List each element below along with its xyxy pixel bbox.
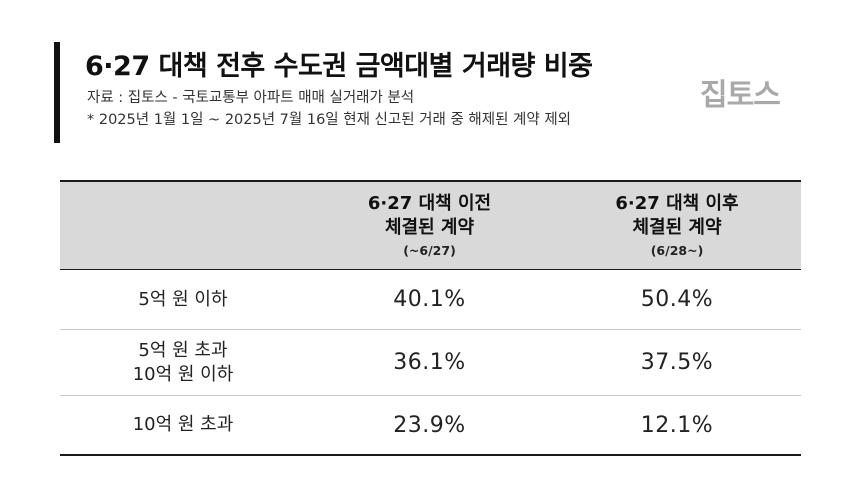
ratio-table: 6·27 대책 이전 체결된 계약 (~6/27) 6·27 대책 이후 체결된… — [60, 180, 801, 456]
table-row: 5억 원 초과 10억 원 이하 36.1% 37.5% — [60, 330, 801, 396]
row-label-line: 10억 원 이하 — [132, 363, 234, 385]
header-before-period: (~6/27) — [403, 242, 456, 258]
header-after-line2: 체결된 계약 — [632, 216, 722, 238]
row-label-line: 5억 원 이하 — [138, 288, 228, 310]
row-label: 10억 원 초과 — [60, 396, 306, 454]
table-header-row: 6·27 대책 이전 체결된 계약 (~6/27) 6·27 대책 이후 체결된… — [60, 180, 801, 270]
header-after-line1: 6·27 대책 이후 — [615, 192, 739, 214]
row-label: 5억 원 이하 — [60, 270, 306, 329]
value-before: 23.9% — [393, 412, 466, 438]
table-row: 5억 원 이하 40.1% 50.4% — [60, 270, 801, 330]
source-text: 자료 : 집토스 - 국토교통부 아파트 매매 실거래가 분석 — [87, 90, 415, 106]
value-before: 40.1% — [393, 287, 466, 312]
title-accent-bar — [54, 42, 60, 143]
header-before: 6·27 대책 이전 체결된 계약 (~6/27) — [306, 182, 553, 269]
row-label-line: 5억 원 초과 — [138, 339, 228, 361]
header-before-line2: 체결된 계약 — [384, 216, 475, 238]
logo: 집토스 — [700, 78, 781, 113]
value-after: 50.4% — [640, 287, 714, 312]
header-empty-cell — [60, 182, 306, 269]
header-after: 6·27 대책 이후 체결된 계약 (6/28~) — [553, 182, 801, 269]
row-label-line: 10억 원 초과 — [132, 414, 234, 435]
header-before-line1: 6·27 대책 이전 — [367, 192, 492, 214]
value-after: 12.1% — [640, 412, 714, 438]
row-label: 5억 원 초과 10억 원 이하 — [60, 330, 306, 395]
header-after-period: (6/28~) — [650, 242, 704, 258]
table-row: 10억 원 초과 23.9% 12.1% — [60, 396, 801, 456]
footnote-text: * 2025년 1월 1일 ~ 2025년 7월 16일 현재 신고된 거래 중… — [87, 112, 571, 128]
page-title: 6·27 대책 전후 수도권 금액대별 거래량 비중 — [85, 51, 593, 82]
value-before: 36.1% — [393, 350, 466, 375]
value-after: 37.5% — [640, 350, 714, 375]
